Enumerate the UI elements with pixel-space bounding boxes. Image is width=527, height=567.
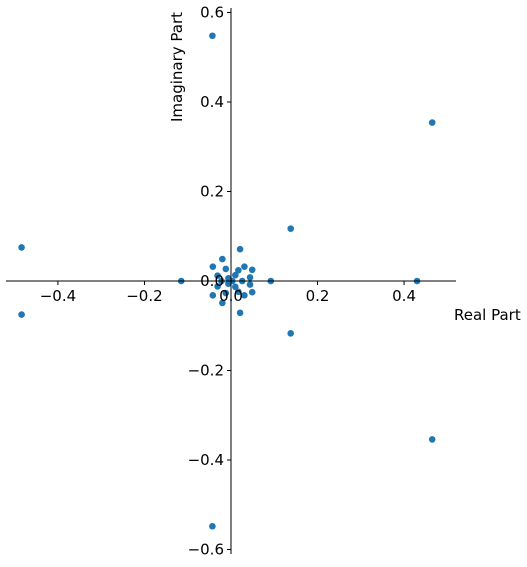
x-tick-label: 0.2 [306, 287, 330, 305]
data-point [235, 288, 242, 296]
y-axis-label: Imaginary Part [168, 12, 186, 122]
data-point [209, 292, 217, 299]
data-point [209, 263, 217, 270]
data-point [232, 271, 239, 279]
data-point [214, 283, 221, 290]
data-point [209, 32, 216, 40]
data-point [246, 281, 254, 288]
x-tick-label: 0.4 [392, 287, 416, 305]
y-tick-label: 0.4 [200, 93, 224, 111]
data-point [232, 283, 239, 291]
y-tick-label: 0.6 [200, 3, 224, 21]
data-point [222, 289, 230, 297]
data-point [18, 244, 25, 251]
data-point [219, 255, 226, 263]
data-point [219, 299, 226, 307]
x-ticks: −0.4 −0.2 0.0 0.2 0.4 [40, 281, 416, 305]
data-point [287, 330, 295, 337]
y-tick-label: 0.2 [200, 182, 224, 200]
data-point [428, 119, 436, 126]
data-point [236, 309, 244, 317]
data-point [236, 245, 244, 253]
x-tick-label: −0.4 [40, 287, 76, 305]
y-ticks: 0.6 0.4 0.2 0.0 −0.2 −0.4 −0.6 [188, 3, 231, 559]
data-point [214, 272, 221, 279]
points-layer [18, 32, 436, 530]
y-tick-label: −0.4 [188, 451, 224, 469]
data-point [235, 266, 242, 274]
x-tick-label: −0.2 [126, 287, 162, 305]
y-tick-label: −0.6 [188, 541, 224, 559]
data-point [248, 266, 256, 274]
data-point [241, 292, 248, 299]
data-point [428, 436, 436, 443]
data-point [241, 263, 248, 270]
y-tick-label: 0.0 [200, 272, 224, 290]
data-point [246, 274, 254, 281]
x-axis-label: Real Part [454, 306, 521, 324]
x-tick-label: 0.0 [219, 287, 243, 305]
data-point [18, 311, 25, 318]
data-point [209, 522, 216, 530]
data-point [222, 265, 230, 273]
y-tick-label: −0.2 [188, 362, 224, 380]
data-point [287, 225, 295, 232]
data-point [248, 288, 256, 296]
